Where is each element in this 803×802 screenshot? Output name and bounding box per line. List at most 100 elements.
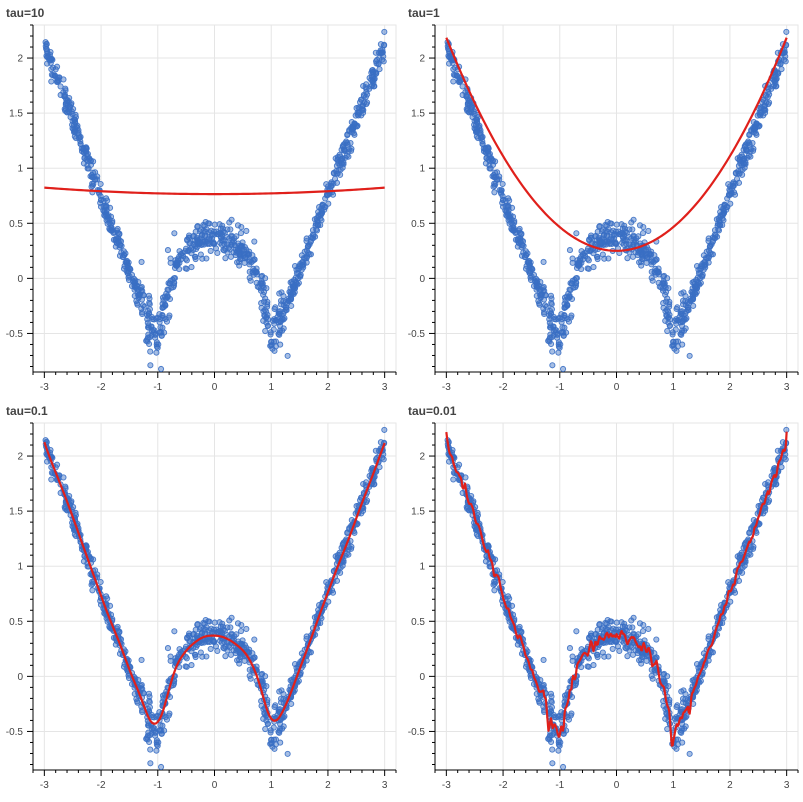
scatter-point	[275, 330, 282, 337]
scatter-point	[662, 284, 669, 291]
scatter-point	[277, 695, 285, 702]
scatter-point	[730, 183, 737, 190]
scatter-point	[234, 222, 242, 229]
scatter-point	[555, 349, 562, 356]
y-tick-label: 2	[419, 452, 425, 463]
scatter-point	[680, 289, 687, 296]
scatter-point	[147, 746, 154, 753]
scatter-point	[592, 232, 599, 239]
scatter-point	[537, 294, 544, 302]
scatter-point	[332, 175, 339, 182]
scatter-point	[763, 99, 770, 106]
scatter-point	[702, 254, 709, 262]
scatter-point	[551, 714, 558, 721]
y-tick-label: -0.5	[408, 329, 426, 340]
chart-title: tau=1	[408, 6, 440, 20]
scatter-point	[279, 327, 286, 334]
scatter-point	[638, 660, 645, 667]
scatter-point	[379, 49, 386, 56]
y-tick-label: 1.5	[411, 109, 425, 120]
chart-panel-1: tau=10 -3 -2 -1 0 1 2 3 -0.5 0 0.5 1 1.5 2	[0, 0, 400, 400]
scatter-point	[271, 316, 278, 323]
scatter-point	[140, 292, 147, 299]
x-tick-label: 1	[268, 780, 274, 791]
scatter-point	[228, 241, 235, 248]
scatter-point	[621, 222, 628, 229]
scatter-point	[542, 292, 549, 299]
scatter-point	[619, 225, 626, 232]
scatter-point	[485, 542, 492, 549]
x-tick-label: 3	[382, 780, 388, 791]
y-tick-label: 0.5	[9, 617, 23, 628]
scatter-point	[625, 234, 633, 241]
scatter-point	[163, 318, 170, 325]
scatter-point	[247, 277, 254, 284]
scatter-point	[264, 720, 271, 728]
scatter-point	[343, 152, 350, 159]
scatter-point	[182, 248, 189, 255]
scatter-point	[60, 76, 67, 83]
scatter-point	[672, 326, 679, 333]
scatter-point	[711, 227, 719, 234]
scatter-point	[474, 114, 481, 121]
scatter-point	[44, 458, 51, 465]
scatter-point	[599, 649, 606, 656]
scatter-point	[464, 503, 471, 510]
x-tick-label: -2	[97, 382, 106, 393]
scatter-point	[237, 230, 245, 237]
scatter-point	[369, 82, 376, 89]
scatter-point	[573, 279, 580, 287]
scatter-point	[630, 241, 637, 248]
scatter-point	[253, 265, 260, 272]
scatter-point	[301, 248, 308, 255]
scatter-point	[549, 348, 556, 355]
scatter-point	[158, 365, 165, 373]
scatter-point	[278, 289, 285, 296]
scatter-point	[145, 690, 153, 697]
scatter-point	[318, 217, 325, 224]
x-tick-label: 2	[325, 382, 331, 393]
scatter-point	[344, 131, 351, 138]
scatter-point	[243, 227, 250, 235]
scatter-point	[198, 241, 206, 248]
scatter-point	[260, 284, 267, 291]
scatter-point	[156, 319, 163, 326]
scatter-point	[711, 235, 719, 242]
scatter-point	[190, 240, 197, 247]
scatter-point	[228, 216, 235, 223]
scatter-point	[485, 151, 492, 158]
scatter-point	[548, 306, 555, 313]
x-tick-label: 1	[670, 382, 676, 393]
scatter-point	[207, 645, 214, 652]
scatter-point	[678, 310, 685, 318]
scatter-point	[288, 700, 295, 707]
chart-title: tau=0.1	[6, 404, 48, 418]
scatter-point	[736, 551, 743, 559]
chart-svg-3: tau=0.1 -3 -2 -1 0 1 2 3 -0.5 0 0.5 1 1.5 2	[6, 404, 397, 791]
scatter-point	[262, 725, 269, 733]
scatter-point	[635, 249, 642, 256]
y-tick-label: -0.5	[408, 727, 426, 738]
scatter-point	[550, 327, 557, 334]
scatter-point	[482, 558, 489, 565]
scatter-point	[639, 230, 647, 237]
scatter-point	[368, 69, 375, 76]
scatter-point	[206, 220, 213, 227]
scatter-point	[573, 230, 580, 237]
scatter-point	[709, 649, 716, 656]
scatter-point	[245, 251, 253, 259]
scatter-point	[578, 248, 585, 255]
scatter-point	[251, 636, 258, 643]
scatter-point	[573, 628, 580, 635]
scatter-point	[80, 558, 87, 565]
scatter-point	[506, 215, 513, 222]
scatter-point	[677, 330, 684, 337]
scatter-point	[164, 247, 171, 254]
scatter-point	[297, 273, 304, 280]
scatter-point	[743, 146, 750, 153]
scatter-point	[636, 222, 644, 229]
scatter-point	[303, 633, 310, 640]
scatter-point	[62, 105, 69, 112]
scatter-point	[303, 235, 310, 242]
scatter-point	[573, 275, 580, 282]
